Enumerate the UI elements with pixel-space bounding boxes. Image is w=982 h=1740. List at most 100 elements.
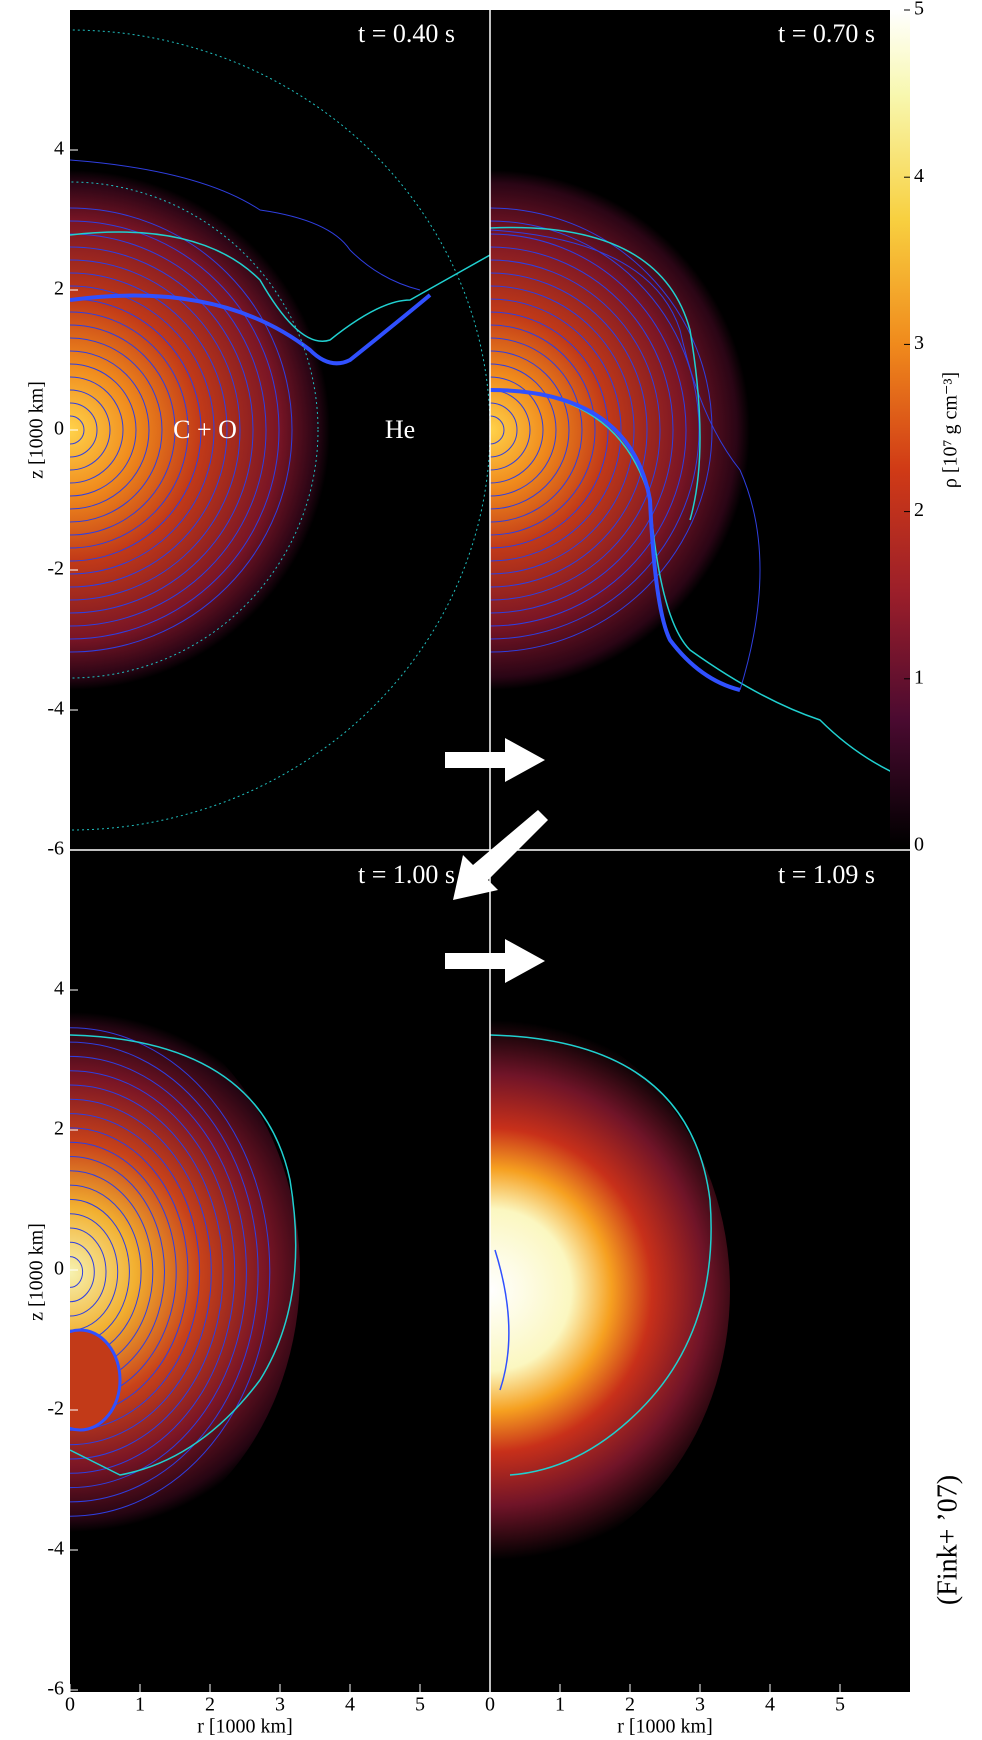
contour bbox=[490, 363, 557, 497]
colorbar bbox=[890, 10, 910, 846]
contour bbox=[70, 1027, 271, 1517]
x-tick-label: 3 bbox=[275, 1694, 285, 1716]
time-label: t = 0.40 s bbox=[358, 19, 455, 48]
colorbar-tick-label: 1 bbox=[914, 666, 924, 688]
x-tick-label: 0 bbox=[485, 1694, 495, 1716]
arrows bbox=[445, 738, 548, 983]
contour bbox=[70, 1041, 259, 1503]
contour bbox=[70, 1227, 107, 1317]
contour bbox=[490, 220, 700, 640]
y-tick-label: 2 bbox=[54, 1118, 64, 1140]
contour bbox=[70, 363, 137, 497]
x-tick-label: 5 bbox=[415, 1694, 425, 1716]
contour bbox=[70, 1213, 119, 1331]
x-tick-label: 2 bbox=[625, 1694, 635, 1716]
time-label: t = 1.00 s bbox=[358, 860, 455, 889]
contour bbox=[70, 298, 202, 562]
colorbar-tick-label: 2 bbox=[914, 499, 924, 521]
contour bbox=[490, 298, 622, 562]
y-axis-label: z [1000 km] bbox=[26, 1223, 48, 1321]
contour bbox=[70, 1184, 142, 1360]
x-axis-label: r [1000 km] bbox=[617, 1716, 713, 1738]
contour bbox=[490, 376, 544, 484]
contour bbox=[70, 324, 176, 536]
panel-1 bbox=[70, 29, 490, 831]
contour bbox=[490, 324, 596, 536]
contour bbox=[70, 337, 163, 523]
y-tick-label: 4 bbox=[54, 138, 64, 160]
y-tick-label: -4 bbox=[47, 698, 64, 720]
contour bbox=[70, 415, 85, 445]
y-tick-label: 0 bbox=[54, 418, 64, 440]
x-tick-label: 2 bbox=[205, 1694, 215, 1716]
contour bbox=[70, 1070, 236, 1474]
panel-2 bbox=[490, 168, 910, 781]
y-tick-label: -2 bbox=[47, 1398, 64, 1420]
contour bbox=[70, 259, 241, 601]
panel-3 bbox=[70, 992, 300, 1552]
x-tick-label: 5 bbox=[835, 1694, 845, 1716]
contour bbox=[490, 337, 583, 523]
contour bbox=[70, 1241, 95, 1303]
contour bbox=[70, 1198, 130, 1346]
contour bbox=[70, 1098, 212, 1446]
contour bbox=[490, 350, 570, 510]
contour bbox=[70, 389, 111, 471]
contour bbox=[70, 233, 267, 627]
x-tick-label: 1 bbox=[555, 1694, 565, 1716]
contour bbox=[490, 402, 518, 458]
time-label: t = 0.70 s bbox=[778, 19, 875, 48]
contour bbox=[70, 1170, 154, 1374]
y-axis-label: z [1000 km] bbox=[26, 381, 48, 479]
x-tick-label: 4 bbox=[345, 1694, 355, 1716]
time-label: t = 1.09 s bbox=[778, 860, 875, 889]
colorbar-label: ρ [10⁷ g cm⁻³] bbox=[940, 372, 962, 488]
y-tick-label: 4 bbox=[54, 978, 64, 1000]
contour bbox=[70, 1127, 189, 1417]
y-tick-label: 2 bbox=[54, 278, 64, 300]
x-tick-label: 3 bbox=[695, 1694, 705, 1716]
colorbar-tick-label: 4 bbox=[914, 165, 924, 187]
contour bbox=[70, 272, 228, 588]
contour bbox=[70, 311, 189, 549]
contour bbox=[70, 1113, 201, 1431]
y-tick-label: -4 bbox=[47, 1538, 64, 1560]
contour bbox=[490, 259, 661, 601]
y-tick-label: -2 bbox=[47, 558, 64, 580]
contour bbox=[70, 220, 280, 640]
y-tick-label: -6 bbox=[47, 838, 64, 860]
panel-4 bbox=[490, 1010, 730, 1570]
contour bbox=[490, 415, 505, 445]
x-axis-label: r [1000 km] bbox=[197, 1716, 293, 1738]
y-tick-label: -6 bbox=[47, 1678, 64, 1700]
contour bbox=[70, 1256, 84, 1288]
contour bbox=[490, 272, 648, 588]
region-label: He bbox=[385, 415, 415, 444]
contour bbox=[490, 246, 674, 614]
credit: (Fink+ ’07) bbox=[932, 1475, 963, 1605]
contour bbox=[490, 285, 635, 575]
contour bbox=[70, 376, 124, 484]
colorbar-tick-label: 5 bbox=[914, 0, 924, 20]
region-label: C + O bbox=[173, 415, 237, 444]
contour bbox=[70, 402, 98, 458]
contour bbox=[70, 246, 254, 614]
x-tick-label: 0 bbox=[65, 1694, 75, 1716]
colorbar-tick-label: 3 bbox=[914, 332, 924, 354]
contour bbox=[490, 311, 609, 549]
contour bbox=[70, 350, 150, 510]
contour bbox=[70, 1084, 224, 1460]
contour bbox=[490, 389, 531, 471]
contour bbox=[490, 207, 713, 653]
contour bbox=[70, 285, 215, 575]
contour bbox=[490, 233, 687, 627]
colorbar-tick-label: 0 bbox=[914, 834, 924, 856]
x-tick-label: 1 bbox=[135, 1694, 145, 1716]
contour bbox=[70, 1141, 177, 1403]
contour bbox=[70, 1156, 165, 1388]
contour bbox=[70, 207, 293, 653]
x-tick-label: 4 bbox=[765, 1694, 775, 1716]
y-tick-label: 0 bbox=[54, 1258, 64, 1280]
